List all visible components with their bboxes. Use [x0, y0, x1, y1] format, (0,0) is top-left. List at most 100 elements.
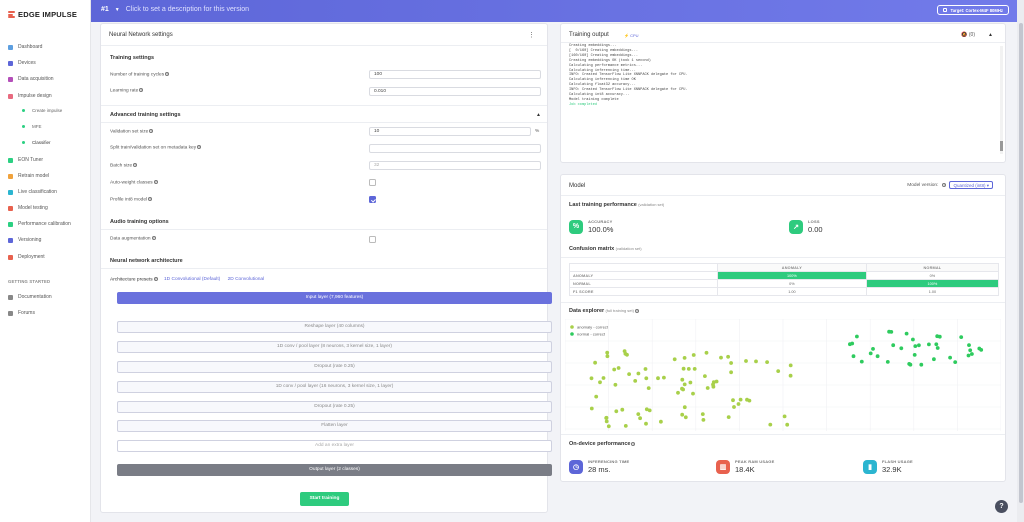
nn-layer[interactable]: Reshape layer (40 columns): [117, 321, 552, 333]
nn-layer[interactable]: Output layer (2 classes): [117, 464, 552, 476]
log-scrollbar[interactable]: [1000, 46, 1003, 154]
loss-metric: ↗ LOSS 0.00: [789, 219, 823, 234]
sidebar-item-model-testing[interactable]: Model testing: [8, 204, 48, 212]
scatter-point-normal: [889, 330, 894, 334]
model-version-select[interactable]: Quantized (int8) ▾: [949, 181, 993, 189]
nn-layer[interactable]: Dropout (rate 0.25): [117, 401, 552, 413]
presets-label: Architecture presets: [110, 277, 153, 283]
sidebar-item-performance-calibration[interactable]: Performance calibration: [8, 220, 71, 228]
sidebar-item-versioning[interactable]: Versioning: [8, 236, 41, 244]
nn-layer[interactable]: Add an extra layer: [117, 440, 552, 452]
sidebar-item-dashboard[interactable]: Dashboard: [8, 43, 42, 51]
help-icon[interactable]: ?: [165, 72, 170, 76]
profile-int8-checkbox[interactable]: [369, 196, 376, 203]
accuracy-label: ACCURACY: [588, 219, 613, 224]
batch-size-input[interactable]: 32: [369, 161, 541, 170]
help-icon[interactable]: ?: [149, 129, 154, 133]
cycles-input[interactable]: 100: [369, 70, 541, 79]
page-scrollbar[interactable]: [1017, 0, 1024, 522]
more-menu-icon[interactable]: ⋮: [528, 32, 535, 39]
split-metadata-input[interactable]: [369, 144, 541, 153]
version-number[interactable]: #1: [101, 6, 109, 13]
live-icon: [8, 189, 13, 195]
sidebar: EDGE IMPULSE Dashboard Devices Data acquis…: [0, 0, 91, 522]
scatter-point-anomaly: [605, 350, 610, 355]
data-explorer-heading: Data explorer (full training set)?: [569, 308, 639, 314]
cm-cell: 0%: [865, 271, 1000, 280]
scatter-point-anomaly: [729, 361, 733, 365]
sidebar-item-impulse-design[interactable]: Impulse design: [8, 92, 52, 100]
sidebar-subitem-mfe[interactable]: MFE: [22, 124, 42, 129]
scatter-point-anomaly: [680, 412, 685, 417]
nn-layer[interactable]: 1D conv / pool layer (8 neurons, 3 kerne…: [117, 341, 552, 353]
chevron-down-icon[interactable]: ▼: [114, 6, 120, 13]
help-button[interactable]: ?: [995, 500, 1008, 513]
augmentation-checkbox[interactable]: [369, 236, 376, 243]
help-icon[interactable]: ?: [197, 145, 202, 149]
help-icon[interactable]: ?: [151, 236, 156, 240]
logo[interactable]: EDGE IMPULSE: [8, 10, 77, 19]
cm-cell: 0%: [717, 279, 867, 288]
help-icon[interactable]: ?: [631, 441, 636, 446]
help-icon[interactable]: ?: [153, 180, 158, 184]
cm-cell: 100%: [717, 271, 867, 280]
scatter-point-anomaly: [738, 397, 743, 402]
scatter-point-anomaly: [605, 354, 610, 359]
autoweight-checkbox[interactable]: [369, 179, 376, 186]
preset-2d-conv-link[interactable]: 2D Convolutional: [227, 277, 265, 283]
scatter-point-anomaly: [683, 415, 688, 420]
accuracy-metric: % ACCURACY 100.0%: [569, 219, 613, 234]
help-icon[interactable]: ?: [153, 277, 158, 281]
status-dot-icon: [22, 125, 25, 128]
panel-title: Neural Network settings: [109, 32, 173, 38]
scatter-point-anomaly: [613, 382, 618, 387]
validation-size-input[interactable]: 10: [369, 127, 531, 136]
target-button[interactable]: Target: Cortex-M4F 80MHz: [937, 5, 1009, 15]
sidebar-item-data-acquisition[interactable]: Data acquisition: [8, 75, 54, 83]
confusion-matrix: ANOMALY NORMAL ANOMALY 100% 0% NORMAL 0% 100% F1…: [569, 263, 1000, 296]
help-icon[interactable]: ?: [133, 163, 138, 167]
scatter-point-anomaly: [732, 405, 736, 409]
help-icon[interactable]: ?: [942, 183, 947, 187]
collapse-icon[interactable]: ▲: [988, 32, 993, 38]
version-selector[interactable]: #1 ▼ Click to set a description for this…: [101, 6, 249, 13]
help-icon[interactable]: ?: [148, 197, 153, 201]
collapse-icon[interactable]: ▲: [536, 112, 541, 118]
sidebar-item-forums[interactable]: Forums: [8, 309, 35, 317]
sidebar-item-documentation[interactable]: Documentation: [8, 293, 52, 301]
cm-row: F1 SCORE 1.00 1.00: [569, 287, 1000, 296]
device-icon: [8, 60, 13, 66]
start-training-button[interactable]: Start training: [300, 492, 349, 506]
learning-rate-input[interactable]: 0.010: [369, 87, 541, 96]
scatter-point-anomaly: [614, 409, 619, 414]
nn-layer[interactable]: Dropout (rate 0.25): [117, 361, 552, 373]
ram-label: PEAK RAM USAGE: [735, 459, 775, 464]
preset-1d-conv-link[interactable]: 1D Convolutional (Default): [164, 277, 221, 283]
sidebar-item-retrain-model[interactable]: Retrain model: [8, 172, 49, 180]
divider: [561, 257, 1005, 258]
sidebar-subitem-classifier[interactable]: Classifier: [22, 140, 51, 145]
scatter-point-anomaly: [601, 376, 606, 380]
scatter-point-normal: [948, 355, 952, 360]
nn-layer[interactable]: Input layer (7,960 features): [117, 292, 552, 304]
percent-unit: %: [535, 129, 540, 134]
help-icon[interactable]: ?: [634, 308, 639, 313]
training-log[interactable]: Creating embeddings...[ 0/160] Creating …: [569, 44, 999, 154]
monitor-icon: [8, 44, 13, 50]
cm-col-header: NORMAL: [865, 263, 1000, 272]
version-description[interactable]: Click to set a description for this vers…: [125, 6, 250, 13]
scatter-point-anomaly: [633, 379, 638, 383]
help-icon[interactable]: ?: [139, 88, 144, 92]
sidebar-item-live-classification[interactable]: Live classification: [8, 188, 57, 196]
notifications-toggle[interactable]: 🔕 (0): [961, 32, 975, 38]
nn-layer[interactable]: 1D conv / pool layer (16 neurons, 3 kern…: [117, 381, 552, 393]
nn-layer[interactable]: Flatten layer: [117, 420, 552, 432]
sidebar-item-deployment[interactable]: Deployment: [8, 253, 45, 261]
status-dot-icon: [22, 109, 25, 112]
sidebar-item-devices[interactable]: Devices: [8, 59, 36, 67]
status-dot-icon: [22, 141, 25, 144]
sidebar-item-eon-tuner[interactable]: EON Tuner: [8, 156, 43, 164]
sidebar-subitem-create-impulse[interactable]: Create impulse: [22, 108, 62, 113]
log-line: INFO: Created TensorFlow Lite XNNPACK de…: [569, 88, 688, 93]
data-explorer-scatter[interactable]: anomaly - correct normal - correct: [565, 319, 1001, 431]
